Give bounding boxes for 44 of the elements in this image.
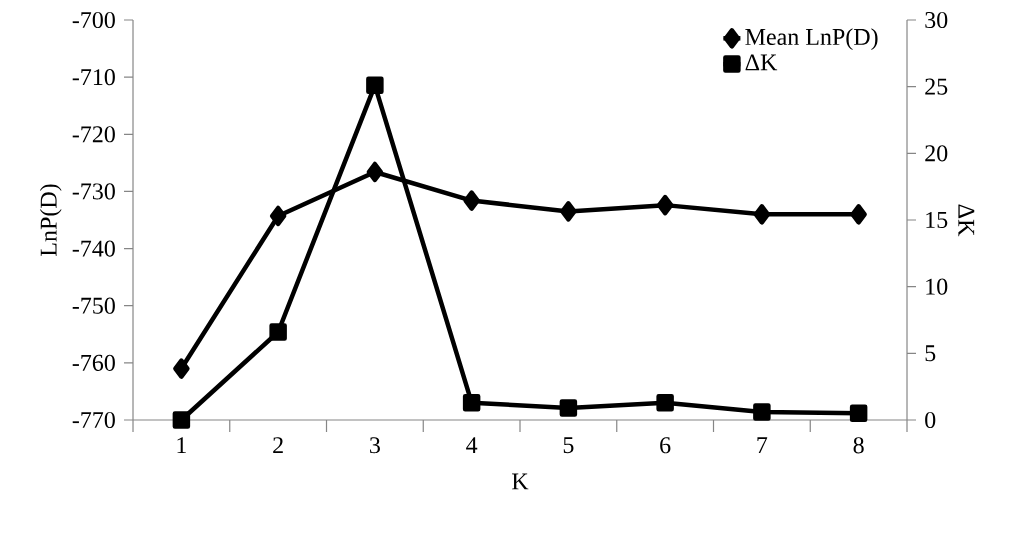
- y-tick-label: -720: [72, 126, 115, 143]
- x-tick-label: 7: [757, 437, 768, 453]
- y-tick-label: -760: [72, 354, 115, 371]
- y-tick-label: -740: [72, 240, 115, 257]
- point: [172, 411, 191, 429]
- y2-tick-label: 20: [925, 145, 948, 162]
- x-tick-label: 4: [466, 437, 478, 453]
- x-tick-label: 6: [660, 437, 671, 454]
- point: [849, 404, 868, 423]
- y2-tick-label: 5: [925, 345, 936, 362]
- y-tick-label: -730: [72, 183, 115, 200]
- y2-tick-label: 15: [926, 211, 948, 229]
- x-axis-title: K: [512, 473, 529, 490]
- x-tick-label: 5: [563, 437, 574, 454]
- legend-label: Mean LnP(D): [745, 28, 878, 50]
- y2-axis-title: ΔK: [958, 204, 975, 237]
- y2-tick-label: 30: [925, 11, 948, 29]
- y-tick-label: -710: [72, 69, 115, 86]
- point: [753, 403, 771, 421]
- y-tick-label: -700: [72, 11, 115, 29]
- y-axis-title: LnP(D): [39, 184, 62, 256]
- y-tick-label: -750: [72, 297, 115, 314]
- point: [559, 399, 578, 417]
- point: [269, 323, 287, 341]
- point: [173, 358, 190, 379]
- point: [366, 161, 384, 183]
- x-tick-label: 3: [370, 437, 380, 454]
- x-tick-label: 8: [853, 437, 864, 454]
- x-tick-label: 2: [273, 437, 283, 454]
- point: [462, 393, 481, 412]
- point: [269, 205, 287, 227]
- y2-tick-label: 0: [925, 411, 936, 429]
- x-tick-label: 1: [177, 437, 186, 454]
- point: [656, 194, 674, 216]
- point: [560, 201, 577, 222]
- y2-tick-label: 10: [926, 278, 948, 295]
- y2-tick-label: 25: [925, 78, 948, 95]
- point: [366, 76, 384, 95]
- point: [753, 204, 771, 225]
- point: [656, 393, 674, 412]
- point: [463, 190, 480, 211]
- y-tick-label: -770: [72, 411, 115, 429]
- point: [850, 204, 867, 225]
- legend-label: ΔK: [745, 54, 778, 71]
